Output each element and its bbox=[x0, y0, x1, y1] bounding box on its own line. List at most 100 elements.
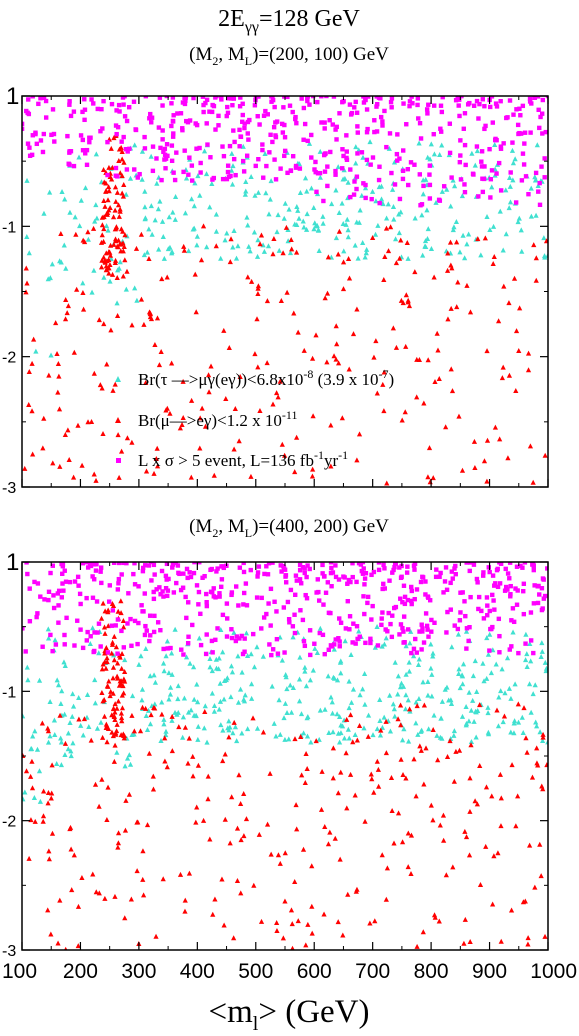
point-magenta bbox=[274, 609, 279, 614]
point-cyan bbox=[362, 254, 368, 260]
point-cyan bbox=[28, 746, 35, 752]
point-red bbox=[190, 753, 196, 759]
point-red bbox=[41, 788, 47, 794]
point-magenta bbox=[142, 563, 148, 568]
point-red bbox=[103, 665, 109, 671]
point-cyan bbox=[403, 692, 409, 698]
point-cyan bbox=[431, 151, 438, 157]
point-red bbox=[330, 775, 336, 781]
point-cyan bbox=[62, 663, 68, 669]
point-cyan bbox=[352, 732, 358, 738]
point-magenta bbox=[477, 101, 482, 107]
point-cyan bbox=[228, 694, 234, 700]
point-magenta bbox=[356, 562, 362, 566]
point-cyan bbox=[455, 631, 462, 637]
point-magenta bbox=[265, 572, 271, 577]
point-magenta bbox=[514, 564, 520, 569]
point-red bbox=[108, 688, 114, 694]
point-red bbox=[116, 146, 123, 152]
point-red bbox=[104, 361, 110, 367]
point-red bbox=[445, 250, 451, 256]
point-cyan bbox=[302, 175, 309, 181]
point-magenta bbox=[394, 151, 400, 157]
point-cyan bbox=[245, 653, 251, 659]
point-red bbox=[241, 791, 247, 797]
point-cyan bbox=[229, 181, 236, 187]
point-cyan bbox=[344, 216, 350, 222]
point-cyan bbox=[195, 723, 201, 729]
point-red bbox=[114, 721, 120, 727]
point-magenta bbox=[260, 142, 265, 147]
point-magenta bbox=[337, 644, 342, 649]
point-red bbox=[375, 766, 381, 772]
point-red bbox=[200, 223, 207, 229]
point-magenta bbox=[220, 176, 226, 182]
point-magenta bbox=[425, 594, 431, 599]
point-magenta bbox=[71, 163, 77, 169]
point-magenta bbox=[273, 177, 279, 182]
legend-label-magenta: L x σ > 5 event, L=136 fb-1yr-1 bbox=[138, 448, 348, 470]
point-magenta bbox=[321, 574, 327, 579]
point-cyan bbox=[152, 701, 158, 707]
point-magenta bbox=[420, 629, 425, 634]
point-cyan bbox=[147, 673, 153, 679]
point-cyan bbox=[439, 735, 445, 741]
point-magenta bbox=[417, 121, 423, 126]
point-cyan bbox=[129, 693, 136, 699]
point-magenta bbox=[362, 582, 367, 587]
point-magenta bbox=[327, 117, 332, 123]
point-red bbox=[129, 439, 135, 445]
point-magenta bbox=[307, 102, 312, 107]
point-red bbox=[354, 886, 360, 892]
point-cyan bbox=[336, 210, 342, 216]
point-magenta bbox=[200, 575, 205, 581]
point-magenta bbox=[221, 153, 227, 159]
point-cyan bbox=[515, 719, 522, 725]
point-cyan bbox=[393, 236, 399, 242]
point-cyan bbox=[62, 711, 68, 717]
point-magenta bbox=[185, 120, 191, 125]
point-magenta bbox=[144, 628, 149, 633]
point-cyan bbox=[268, 178, 274, 184]
point-magenta bbox=[401, 583, 407, 588]
point-magenta bbox=[505, 115, 510, 120]
point-red bbox=[295, 918, 301, 924]
point-red bbox=[340, 259, 347, 265]
point-cyan bbox=[101, 274, 107, 280]
point-red bbox=[500, 364, 506, 370]
point-magenta bbox=[337, 616, 342, 621]
point-red bbox=[506, 300, 512, 306]
point-red bbox=[100, 431, 106, 437]
point-cyan bbox=[96, 650, 102, 656]
point-cyan bbox=[139, 686, 146, 692]
point-cyan bbox=[469, 150, 475, 156]
point-cyan bbox=[58, 739, 65, 745]
point-red bbox=[354, 737, 360, 743]
point-magenta bbox=[135, 641, 140, 647]
point-red bbox=[289, 921, 295, 927]
point-magenta bbox=[542, 175, 547, 180]
point-magenta bbox=[68, 113, 74, 119]
point-magenta bbox=[170, 565, 175, 570]
point-cyan bbox=[302, 668, 308, 674]
point-cyan bbox=[47, 275, 53, 281]
point-red bbox=[354, 457, 360, 463]
point-magenta bbox=[160, 589, 165, 594]
point-cyan bbox=[47, 733, 53, 739]
point-red bbox=[111, 241, 117, 247]
point-magenta bbox=[457, 159, 463, 165]
point-magenta bbox=[177, 571, 182, 577]
point-cyan bbox=[211, 702, 218, 708]
point-magenta bbox=[113, 623, 118, 628]
point-red bbox=[119, 173, 125, 179]
point-cyan bbox=[383, 635, 389, 641]
point-magenta bbox=[355, 636, 360, 642]
point-magenta bbox=[464, 562, 469, 565]
point-magenta bbox=[171, 131, 176, 136]
point-cyan bbox=[523, 657, 529, 663]
point-magenta bbox=[99, 580, 104, 586]
point-red bbox=[124, 435, 131, 441]
point-red bbox=[530, 479, 536, 485]
point-magenta bbox=[515, 588, 520, 593]
